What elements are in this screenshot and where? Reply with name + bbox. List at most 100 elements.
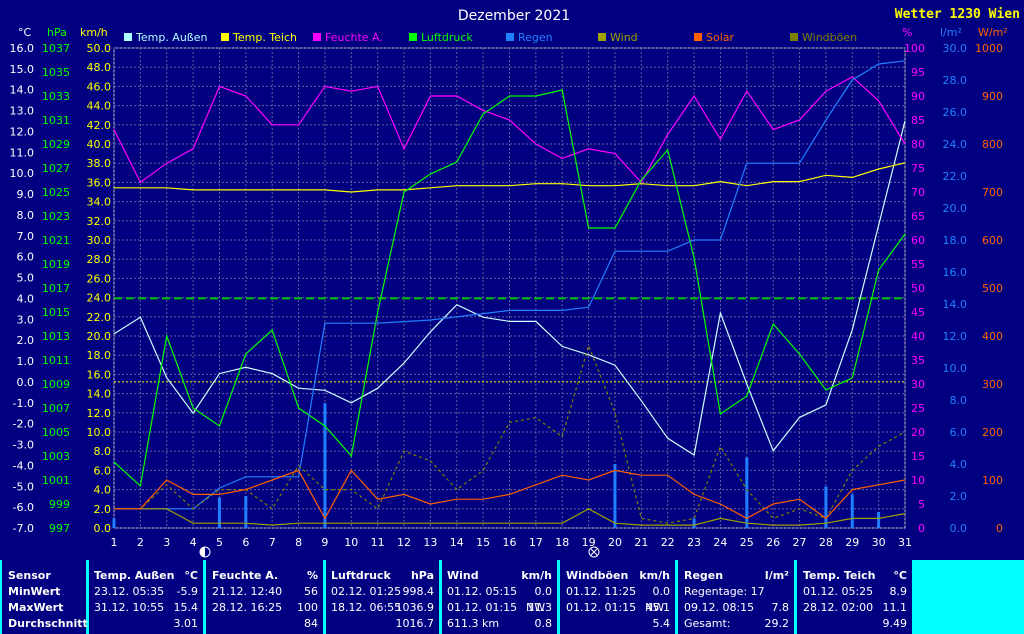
unit-temp: °C	[18, 26, 32, 39]
wind-tick-label: 12.0	[87, 407, 112, 420]
wind-tick-label: 8.0	[94, 445, 112, 458]
rain-tick-label: 20.0	[943, 202, 968, 215]
unit-wind: km/h	[80, 26, 108, 39]
stats-avg: 3.01	[173, 617, 199, 630]
stats-temp-aussen: Temp. Außen °C 23.12. 05:35 -5.9 31.12. …	[89, 560, 203, 634]
stats-avg-label: Gesamt:	[684, 617, 731, 630]
station-name: Wetter 1230 Wien	[895, 7, 1020, 22]
x-tick-label: 25	[740, 536, 754, 549]
legend-swatch-0	[124, 33, 132, 41]
x-tick-label: 7	[269, 536, 276, 549]
solar-tick-label: 900	[982, 90, 1003, 103]
humidity-tick-label: 65	[911, 210, 925, 223]
stats-max-dir: NW	[645, 601, 665, 614]
pressure-tick-label: 1035	[42, 66, 70, 79]
legend-label-2: Feuchte A.	[325, 31, 383, 44]
stats-title: Luftdruck	[331, 569, 391, 582]
stats-label-avg: Durchschnitt	[8, 617, 88, 630]
rain-bar	[745, 457, 749, 528]
rain-bar	[692, 518, 696, 528]
x-tick-label: 19	[582, 536, 596, 549]
stats-regen: Regen l/m² Regentage: 17 09.12. 08:15 7.…	[678, 560, 794, 634]
wind-tick-label: 40.0	[87, 138, 112, 151]
x-tick-label: 14	[450, 536, 464, 549]
rain-bar	[244, 496, 248, 528]
stats-label-max: MaxWert	[8, 601, 64, 614]
pressure-tick-label: 1019	[42, 258, 70, 271]
rain-tick-label: 0.0	[950, 522, 968, 535]
series-line-5	[114, 508, 906, 526]
rain-tick-label: 30.0	[943, 42, 968, 55]
stats-unit: %	[306, 569, 318, 582]
pressure-tick-label: 1033	[42, 90, 70, 103]
legend-swatch-1	[221, 33, 229, 41]
unit-solar: W/m²	[978, 26, 1008, 39]
wind-tick-label: 42.0	[87, 119, 112, 132]
wind-tick-label: 30.0	[87, 234, 112, 247]
humidity-tick-label: 100	[904, 42, 925, 55]
temp-tick-label: -6.0	[13, 501, 34, 514]
x-tick-label: 12	[397, 536, 411, 549]
stats-min: 0.0	[534, 585, 553, 598]
humidity-tick-label: 30	[911, 378, 925, 391]
stats-labels: Sensor MinWert MaxWert Durchschnitt	[2, 560, 88, 634]
stats-avg: 9.49	[882, 617, 908, 630]
solar-tick-label: 300	[982, 378, 1003, 391]
pressure-tick-label: 1031	[42, 114, 70, 127]
humidity-tick-label: 50	[911, 282, 925, 295]
temp-tick-label: 4.0	[17, 292, 35, 305]
x-tick-label: 5	[216, 536, 223, 549]
stats-temp-teich: Temp. Teich °C 01.12. 05:25 8.9 28.12. 0…	[797, 560, 912, 634]
stats-max: 11.3	[527, 601, 553, 614]
rain-tick-label: 14.0	[943, 298, 968, 311]
temp-tick-label: 8.0	[17, 209, 35, 222]
pressure-tick-label: 1025	[42, 186, 70, 199]
solar-tick-label: 400	[982, 330, 1003, 343]
pressure-tick-label: 1037	[42, 42, 70, 55]
temp-tick-label: 1.0	[17, 355, 35, 368]
solar-tick-label: 200	[982, 426, 1003, 439]
rain-tick-label: 24.0	[943, 138, 968, 151]
stats-unit: °C	[184, 569, 198, 582]
stats-min: 56	[304, 585, 318, 598]
x-tick-label: 8	[295, 536, 302, 549]
pressure-tick-label: 999	[49, 498, 70, 511]
stats-unit: km/h	[639, 569, 670, 582]
legend-swatch-2	[313, 33, 321, 41]
temp-tick-label: 7.0	[17, 230, 35, 243]
wind-tick-label: 34.0	[87, 196, 112, 209]
wind-tick-label: 0.0	[94, 522, 112, 535]
stats-max-when: 09.12. 08:15	[684, 601, 755, 614]
temp-tick-label: 11.0	[10, 146, 35, 159]
x-tick-label: 24	[713, 536, 727, 549]
stats-max: 45.1	[645, 601, 671, 614]
x-tick-label: 6	[242, 536, 249, 549]
x-tick-label: 15	[476, 536, 490, 549]
x-tick-label: 13	[423, 536, 437, 549]
solar-tick-label: 600	[982, 234, 1003, 247]
temp-tick-label: 16.0	[10, 42, 35, 55]
stats-unit: km/h	[521, 569, 552, 582]
stats-max-when: 28.12. 16:25	[212, 601, 283, 614]
temp-tick-label: 12.0	[10, 125, 35, 138]
stats-min-when: 02.12. 01:25	[331, 585, 402, 598]
rain-tick-label: 2.0	[950, 490, 968, 503]
stats-panel: Sensor MinWert MaxWert Durchschnitt Temp…	[0, 560, 1024, 634]
legend-label-6: Solar	[706, 31, 735, 44]
moon-markers	[199, 546, 600, 558]
unit-rain: l/m²	[940, 26, 962, 39]
solar-tick-label: 800	[982, 138, 1003, 151]
wind-tick-label: 16.0	[87, 368, 112, 381]
rain-bar	[850, 494, 854, 528]
pressure-tick-label: 1007	[42, 402, 70, 415]
stats-min: 8.9	[889, 585, 908, 598]
legend-swatch-6	[694, 33, 702, 41]
stats-label-sensor: Sensor	[8, 569, 51, 582]
series-line-4	[114, 60, 906, 510]
temp-tick-label: 5.0	[17, 272, 35, 285]
humidity-tick-label: 20	[911, 426, 925, 439]
legend-swatch-4	[506, 33, 514, 41]
pressure-tick-label: 997	[49, 522, 70, 535]
x-tick-label: 21	[634, 536, 648, 549]
legend: Temp. Außen Temp. Teich Feuchte A. Luftdruc…	[124, 31, 857, 44]
